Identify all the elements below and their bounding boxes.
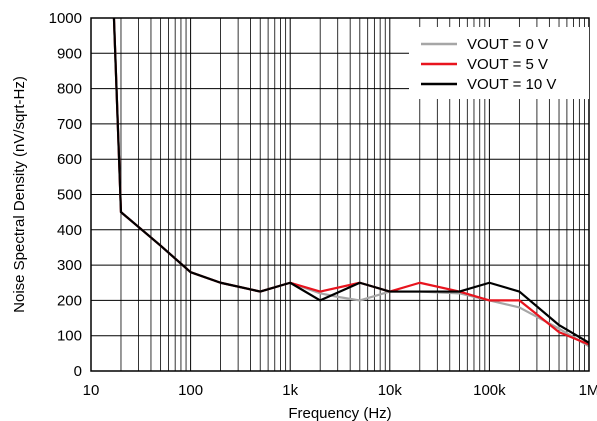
x-axis-title: Frequency (Hz)	[288, 405, 391, 421]
x-tick-label: 1M	[579, 382, 597, 399]
y-tick-label: 100	[57, 328, 82, 345]
y-tick-label: 300	[57, 257, 82, 274]
x-tick-label: 10k	[378, 382, 403, 399]
y-tick-label: 1000	[49, 10, 82, 27]
x-tick-label: 1k	[282, 382, 298, 399]
x-tick-label: 10	[83, 382, 100, 399]
x-tick-labels: 10 100 1k 10k 100k 1M	[83, 382, 597, 399]
y-tick-label: 600	[57, 151, 82, 168]
y-tick-label: 800	[57, 81, 82, 98]
y-tick-label: 900	[57, 45, 82, 62]
x-tick-label: 100k	[473, 382, 506, 399]
legend-label: VOUT = 10 V	[467, 76, 556, 93]
legend: VOUT = 0 V VOUT = 5 V VOUT = 10 V	[409, 27, 589, 99]
legend-label: VOUT = 0 V	[467, 36, 548, 53]
y-axis-title: Noise Spectral Density (nV/sqrt-Hz)	[11, 76, 28, 313]
y-tick-label: 500	[57, 187, 82, 204]
y-tick-label: 200	[57, 292, 82, 309]
legend-label: VOUT = 5 V	[467, 56, 548, 73]
y-tick-label: 400	[57, 222, 82, 239]
x-tick-label: 100	[178, 382, 203, 399]
y-tick-label: 0	[74, 363, 82, 380]
series-line-3	[112, 18, 589, 344]
plot-frame	[90, 17, 590, 372]
y-tick-label: 700	[57, 116, 82, 133]
series-lines	[112, 18, 589, 348]
y-tick-labels: 0 100 200 300 400 500 600 700 800 900 1000	[49, 10, 82, 380]
